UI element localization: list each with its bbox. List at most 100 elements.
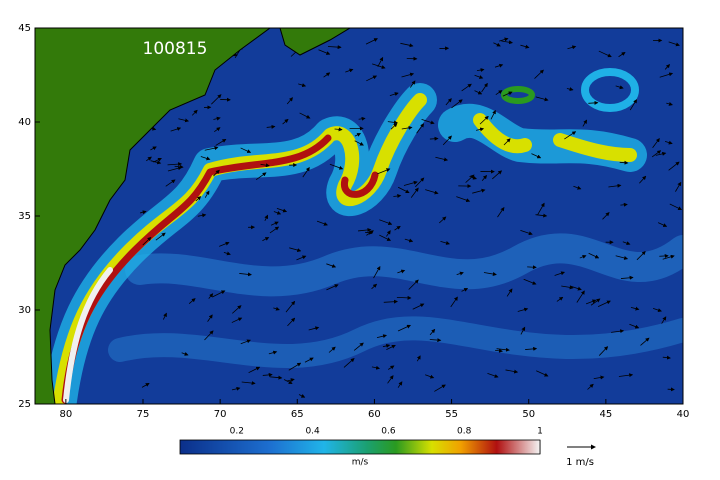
vector bbox=[386, 230, 391, 237]
vector bbox=[640, 337, 650, 346]
vector bbox=[495, 90, 503, 96]
lon-tick-label: 55 bbox=[445, 409, 458, 420]
vector bbox=[213, 116, 221, 121]
vector bbox=[288, 362, 302, 371]
vector bbox=[400, 42, 414, 48]
land bbox=[279, 28, 351, 56]
vector bbox=[298, 394, 306, 398]
vector bbox=[219, 241, 230, 247]
vector bbox=[371, 365, 381, 370]
map-area bbox=[35, 28, 683, 404]
vector bbox=[491, 170, 503, 180]
vector bbox=[657, 222, 668, 227]
vector bbox=[494, 63, 504, 68]
vector bbox=[382, 343, 391, 348]
vector bbox=[564, 131, 577, 140]
vector bbox=[499, 37, 509, 42]
vector bbox=[357, 227, 372, 232]
vector bbox=[260, 163, 270, 168]
vector bbox=[273, 210, 282, 215]
vector bbox=[636, 251, 646, 261]
vector bbox=[615, 85, 624, 90]
vector bbox=[659, 72, 674, 78]
vector bbox=[611, 329, 625, 334]
vector bbox=[358, 116, 366, 121]
vector bbox=[520, 229, 533, 236]
vector bbox=[461, 288, 469, 292]
vector bbox=[283, 379, 293, 384]
vector bbox=[204, 146, 219, 151]
vector bbox=[502, 91, 513, 97]
lon-tick-label: 50 bbox=[522, 409, 535, 420]
vector bbox=[535, 213, 548, 218]
vector bbox=[404, 238, 414, 243]
vector bbox=[429, 338, 442, 343]
vector bbox=[629, 323, 640, 329]
vector bbox=[329, 163, 344, 170]
vector bbox=[241, 381, 256, 386]
vector bbox=[365, 230, 374, 235]
vector bbox=[573, 185, 582, 190]
vector bbox=[561, 285, 574, 290]
vector bbox=[597, 300, 611, 307]
vector bbox=[269, 375, 283, 380]
vector bbox=[289, 247, 302, 253]
vector bbox=[622, 241, 631, 246]
vector bbox=[429, 136, 439, 141]
vector bbox=[377, 56, 384, 67]
vector bbox=[345, 68, 354, 73]
vector bbox=[178, 118, 190, 123]
vector bbox=[474, 90, 483, 95]
lon-tick-label: 45 bbox=[599, 409, 612, 420]
vector bbox=[354, 140, 364, 146]
vector bbox=[170, 127, 182, 132]
vector bbox=[655, 151, 667, 156]
velocity-vectors bbox=[139, 29, 683, 398]
vector bbox=[296, 255, 307, 261]
vector bbox=[615, 255, 629, 260]
vector bbox=[262, 372, 273, 377]
vector bbox=[285, 300, 296, 313]
lon-tick-label: 60 bbox=[368, 409, 381, 420]
vector bbox=[299, 112, 311, 119]
vector bbox=[167, 166, 183, 172]
vector bbox=[323, 72, 331, 78]
vector bbox=[211, 94, 222, 105]
vector bbox=[582, 119, 588, 127]
vector bbox=[387, 120, 398, 125]
vector bbox=[587, 383, 594, 390]
vector bbox=[383, 299, 398, 304]
vector bbox=[490, 109, 496, 120]
vector bbox=[389, 92, 399, 96]
vector bbox=[318, 49, 331, 55]
vector bbox=[155, 232, 166, 241]
vector bbox=[608, 183, 622, 188]
vector bbox=[372, 63, 386, 69]
vector bbox=[215, 138, 227, 146]
vector bbox=[197, 213, 207, 218]
vector bbox=[520, 326, 526, 335]
lat-tick-label: 40 bbox=[18, 117, 31, 128]
colorbar-tick-label: 1 bbox=[537, 427, 543, 437]
vector bbox=[520, 44, 530, 49]
vector bbox=[416, 355, 421, 362]
vector bbox=[506, 288, 513, 297]
vector bbox=[308, 326, 320, 331]
vector bbox=[165, 179, 176, 187]
vector bbox=[387, 375, 394, 384]
vector bbox=[316, 220, 328, 226]
vector bbox=[434, 384, 446, 392]
vector bbox=[556, 296, 564, 302]
vector bbox=[481, 174, 488, 181]
vector bbox=[191, 109, 198, 116]
vector bbox=[588, 100, 599, 105]
vector bbox=[416, 123, 425, 134]
vector bbox=[435, 156, 449, 162]
vector bbox=[396, 295, 412, 300]
vector bbox=[371, 283, 378, 290]
vector bbox=[366, 75, 378, 82]
vector bbox=[456, 196, 471, 203]
vector bbox=[675, 181, 682, 192]
vector bbox=[142, 236, 152, 246]
vector bbox=[181, 352, 189, 356]
